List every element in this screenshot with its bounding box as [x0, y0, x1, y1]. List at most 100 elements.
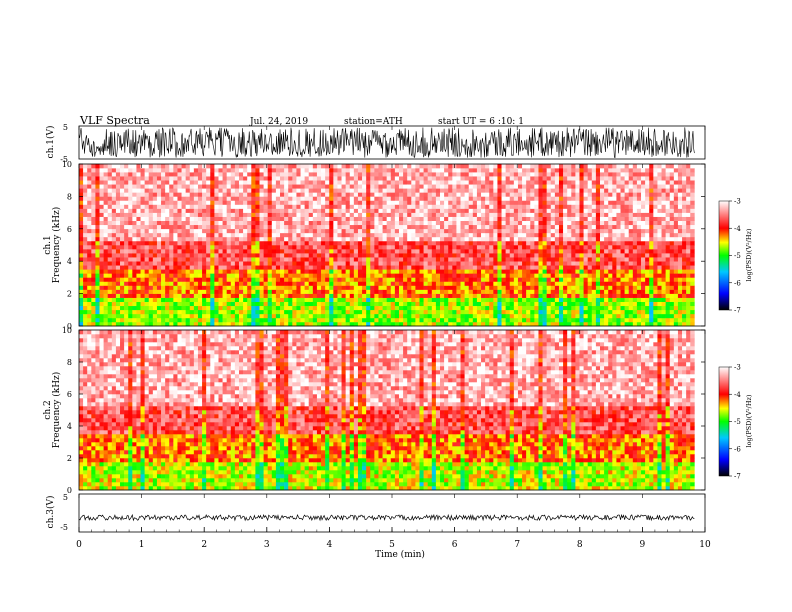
- spectrogram-cell: [353, 216, 359, 221]
- spectrogram-cell: [226, 200, 232, 205]
- spectrogram-cell: [202, 277, 207, 282]
- spectrogram-cell: [423, 317, 428, 323]
- spectrogram-cell: [481, 200, 486, 205]
- spectrogram-cell: [505, 301, 511, 307]
- spectrogram-cell: [132, 232, 137, 238]
- spectrogram-cell: [124, 240, 129, 246]
- spectrogram-cell: [431, 261, 437, 266]
- spectrogram-cell: [435, 281, 441, 286]
- spectrogram-cell: [542, 216, 547, 221]
- spectrogram-cell: [558, 176, 564, 181]
- spectrogram-cell: [403, 265, 408, 270]
- spectrogram-cell: [280, 224, 285, 230]
- spectrogram-cell: [251, 269, 256, 274]
- spectrogram-cell: [542, 309, 547, 315]
- spectrogram-cell: [115, 164, 121, 169]
- spectrogram-cell: [165, 277, 170, 282]
- spectrogram-cell: [275, 269, 281, 274]
- spectrogram-cell: [288, 212, 293, 217]
- spectrogram-cell: [554, 236, 560, 242]
- spectrogram-cell: [197, 192, 203, 197]
- spectrogram-cell: [197, 176, 203, 181]
- spectrogram-cell: [353, 281, 359, 286]
- spectrogram-cell: [567, 285, 572, 290]
- spectrogram-cell: [321, 317, 326, 323]
- spectrogram-cell: [481, 317, 486, 323]
- spectrogram-cell: [522, 196, 527, 201]
- spectrogram-cell: [349, 212, 355, 217]
- spectrogram-cell: [497, 188, 502, 193]
- spectrogram-cell: [485, 172, 490, 177]
- spectrogram-cell: [460, 240, 465, 246]
- spectrogram-cell: [357, 216, 363, 221]
- spectrogram-cell: [161, 216, 166, 221]
- spectrogram-cell: [325, 285, 330, 290]
- spectrogram-cell: [403, 180, 408, 185]
- spectrogram-cell: [222, 249, 227, 254]
- spectrogram-cell: [542, 188, 547, 193]
- spectrogram-cell: [243, 168, 248, 173]
- spectrogram-cell: [382, 321, 387, 327]
- spectrogram-cell: [419, 301, 424, 307]
- spectrogram-cell: [337, 313, 342, 319]
- spectrogram-cell: [427, 168, 433, 173]
- spectrogram-cell: [407, 192, 412, 197]
- spectrogram-cell: [427, 277, 433, 282]
- spectrogram-cell: [222, 301, 227, 307]
- spectrogram-cell: [587, 317, 593, 323]
- spectrogram-cell: [567, 317, 572, 323]
- spectrogram-cell: [284, 269, 289, 274]
- spectrogram-cell: [144, 313, 150, 319]
- spectrogram-cell: [501, 273, 506, 278]
- spectrogram-cell: [226, 172, 232, 177]
- spectrogram-cell: [448, 249, 453, 254]
- spectrogram-cell: [111, 192, 117, 197]
- spectrogram-cell: [218, 232, 223, 238]
- spectrogram-cell: [308, 261, 314, 266]
- spectrogram-cell: [333, 289, 338, 294]
- spectrogram-cell: [587, 285, 593, 290]
- spectrogram-cell: [243, 196, 248, 201]
- spectrogram-cell: [431, 164, 437, 169]
- spectrogram-cell: [534, 208, 539, 213]
- spectrogram-cell: [263, 305, 269, 311]
- spectrogram-cell: [333, 192, 338, 197]
- spectrogram-cell: [448, 253, 453, 258]
- spectrogram-cell: [169, 212, 174, 217]
- spectrogram-cell: [435, 317, 441, 323]
- spectrogram-cell: [587, 321, 593, 327]
- spectrogram-cell: [554, 184, 560, 189]
- spectrogram-cell: [226, 196, 232, 201]
- spectrogram-cell: [193, 313, 199, 319]
- spectrogram-cell: [181, 257, 186, 262]
- spectrogram-cell: [218, 216, 223, 221]
- spectrogram-cell: [140, 208, 145, 213]
- spectrogram-cell: [136, 192, 141, 197]
- spectrogram-cell: [210, 228, 215, 234]
- spectrogram-cell: [452, 232, 457, 238]
- spectrogram-cell: [107, 164, 113, 169]
- spectrogram-cell: [403, 228, 408, 234]
- spectrogram-cell: [411, 236, 416, 242]
- spectrogram-cell: [382, 317, 387, 323]
- spectrogram-cell: [481, 196, 486, 201]
- spectrogram-cell: [472, 188, 478, 193]
- spectrogram-cell: [271, 305, 277, 311]
- spectrogram-cell: [329, 257, 334, 262]
- spectrogram-cell: [165, 293, 170, 298]
- spectrogram-cell: [169, 204, 174, 209]
- spectrogram-cell: [288, 164, 293, 169]
- spectrogram-cell: [173, 317, 178, 323]
- spectrogram-cell: [271, 273, 277, 278]
- spectrogram-cell: [485, 321, 490, 327]
- spectrogram-cell: [263, 172, 269, 177]
- spectrogram-cell: [370, 224, 375, 230]
- spectrogram-cell: [124, 249, 129, 254]
- spectrogram-cell: [140, 240, 145, 246]
- spectrogram-cell: [485, 313, 490, 319]
- spectrogram-cell: [333, 220, 338, 226]
- spectrogram-cell: [435, 168, 441, 173]
- spectrogram-cell: [120, 289, 125, 294]
- spectrogram-cell: [460, 184, 465, 189]
- spectrogram-cell: [259, 261, 264, 266]
